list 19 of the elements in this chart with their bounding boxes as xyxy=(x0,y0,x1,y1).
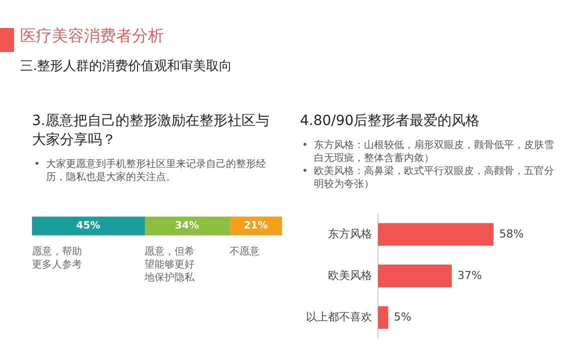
text: 医疗美容消费者分析 xyxy=(20,26,165,47)
data-label: 21% xyxy=(244,220,268,232)
data-label: 37% xyxy=(457,268,482,282)
y-tick-label: 以上都不喜欢 xyxy=(306,310,372,324)
chart-title: 4.80/90后整形者最爱的风格 xyxy=(300,112,481,131)
data-label: 34% xyxy=(175,220,199,232)
series-label: 愿意，但希望能够更好地保护隐私 xyxy=(144,246,196,284)
data-label: 5% xyxy=(394,310,412,324)
series-label: 愿意，帮助更多人参考 xyxy=(32,246,82,271)
data-label: 45% xyxy=(76,220,100,232)
text: 三.整形人群的消费价值观和审美取向 xyxy=(20,58,234,75)
series-label: 不愿意 xyxy=(230,246,260,258)
text: • 欧美风格：高鼻梁，欧式平行双眼皮，高颧骨，五官分明较为夸张） xyxy=(302,165,555,191)
y-tick-label: 欧美风格 xyxy=(328,268,372,282)
text: • 大家更愿意到手机整形社区里来记录自己的整形经历，隐私也是大家的关注点。 xyxy=(34,158,267,184)
y-tick-label: 东方风格 xyxy=(328,227,372,240)
data-label: 58% xyxy=(499,227,524,240)
chart-title: 3.愿意把自己的整形激励在整形社区与大家分享吗？ xyxy=(32,112,270,150)
text: • 东方风格：山根较低，扇形双眼皮，颧骨低平，皮肤雪白无瑕疵，整体含蓄内敛） xyxy=(302,139,555,165)
